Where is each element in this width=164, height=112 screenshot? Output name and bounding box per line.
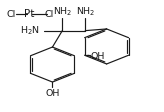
Text: Cl: Cl [7,10,16,18]
Text: NH$_2$: NH$_2$ [76,5,95,18]
Text: H$_2$N: H$_2$N [20,25,39,37]
Text: OH: OH [90,51,105,60]
Text: OH: OH [45,88,60,97]
Text: NH$_2$: NH$_2$ [53,5,72,18]
Text: Pt: Pt [24,9,35,19]
Text: Cl: Cl [45,10,54,18]
